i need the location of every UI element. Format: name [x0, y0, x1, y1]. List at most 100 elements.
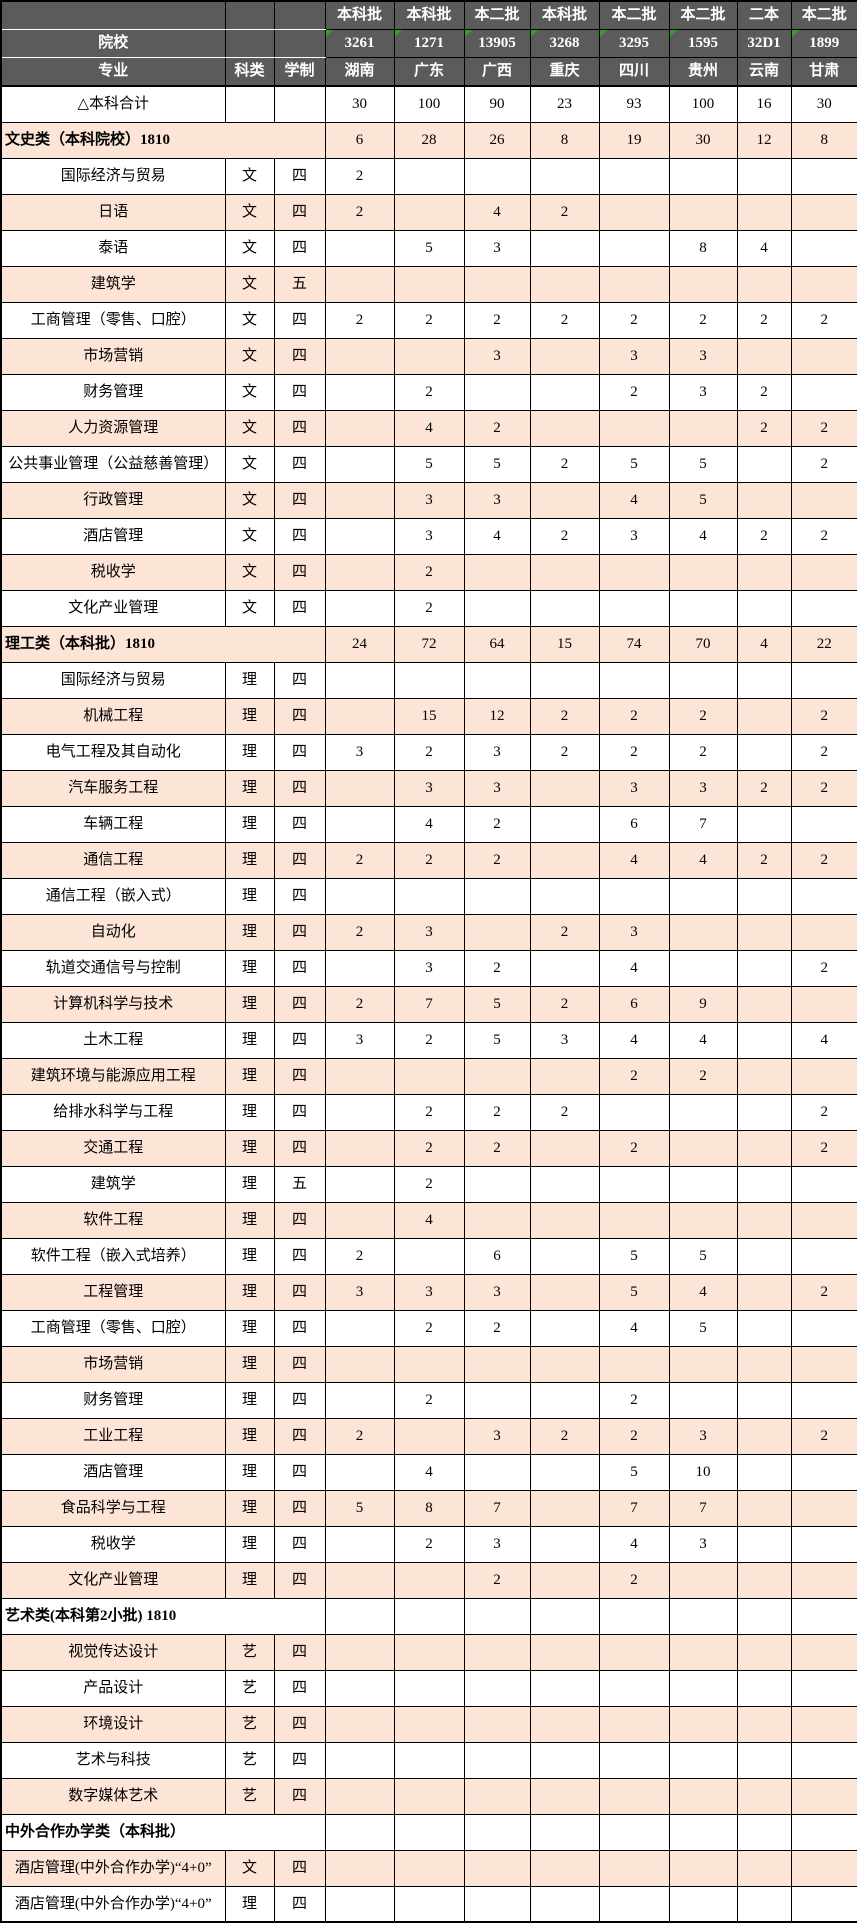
major-cell[interactable]: 车辆工程: [0, 805, 226, 843]
value-cell[interactable]: [529, 1381, 600, 1419]
major-cell[interactable]: 计算机科学与技术: [0, 985, 226, 1023]
major-cell[interactable]: 市场营销: [0, 1345, 226, 1383]
category-cell[interactable]: 理: [224, 1885, 275, 1923]
value-cell[interactable]: [790, 589, 857, 627]
value-cell[interactable]: [668, 877, 738, 915]
duration-cell[interactable]: 四: [273, 661, 326, 699]
category-cell[interactable]: 理: [224, 697, 275, 735]
value-cell[interactable]: [324, 553, 395, 591]
value-cell[interactable]: 3: [393, 481, 465, 519]
value-cell[interactable]: [668, 1093, 738, 1131]
value-cell[interactable]: 3: [393, 913, 465, 951]
value-cell[interactable]: 3: [324, 1273, 395, 1311]
duration-cell[interactable]: 四: [273, 985, 326, 1023]
value-cell[interactable]: 30: [790, 85, 857, 123]
value-cell[interactable]: 3: [463, 769, 531, 807]
major-cell[interactable]: 机械工程: [0, 697, 226, 735]
column-batch-header[interactable]: 本二批: [463, 0, 531, 30]
value-cell[interactable]: [393, 1237, 465, 1275]
value-cell[interactable]: 2: [598, 373, 670, 411]
value-cell[interactable]: [736, 697, 792, 735]
value-cell[interactable]: [736, 1165, 792, 1203]
value-cell[interactable]: 2: [463, 805, 531, 843]
value-cell[interactable]: [790, 1489, 857, 1527]
value-cell[interactable]: [790, 1453, 857, 1491]
value-cell[interactable]: 2: [790, 409, 857, 447]
major-cell[interactable]: 酒店管理: [0, 517, 226, 555]
value-cell[interactable]: [598, 661, 670, 699]
major-cell[interactable]: 市场营销: [0, 337, 226, 375]
value-cell[interactable]: 10: [668, 1453, 738, 1491]
value-cell[interactable]: [668, 1849, 738, 1887]
value-cell[interactable]: 8: [668, 229, 738, 267]
value-cell[interactable]: [790, 265, 857, 303]
value-cell[interactable]: [736, 1273, 792, 1311]
value-cell[interactable]: [393, 1849, 465, 1887]
value-cell[interactable]: 7: [668, 1489, 738, 1527]
value-cell[interactable]: [736, 733, 792, 771]
value-cell[interactable]: 2: [736, 769, 792, 807]
value-cell[interactable]: [736, 1057, 792, 1095]
duration-cell[interactable]: 四: [273, 517, 326, 555]
value-cell[interactable]: 2: [463, 1129, 531, 1167]
value-cell[interactable]: [668, 193, 738, 231]
value-cell[interactable]: [529, 1561, 600, 1599]
category-cell[interactable]: 理: [224, 1201, 275, 1239]
major-cell[interactable]: 文化产业管理: [0, 1561, 226, 1599]
value-cell[interactable]: [529, 1201, 600, 1239]
value-cell[interactable]: [463, 1633, 531, 1671]
section-label[interactable]: 中外合作办学类（本科批）: [0, 1813, 326, 1851]
major-cell[interactable]: 给排水科学与工程: [0, 1093, 226, 1131]
value-cell[interactable]: [393, 877, 465, 915]
value-cell[interactable]: [324, 1453, 395, 1491]
corner-empty-cell[interactable]: [0, 0, 226, 30]
value-cell[interactable]: [736, 445, 792, 483]
category-cell[interactable]: 文: [224, 1849, 275, 1887]
major-cell[interactable]: 泰语: [0, 229, 226, 267]
major-cell[interactable]: 数字媒体艺术: [0, 1777, 226, 1815]
value-cell[interactable]: 3: [393, 1273, 465, 1311]
value-cell[interactable]: [668, 661, 738, 699]
value-cell[interactable]: 2: [736, 409, 792, 447]
value-cell[interactable]: 5: [668, 1309, 738, 1347]
value-cell[interactable]: [668, 1561, 738, 1599]
value-cell[interactable]: 2: [529, 697, 600, 735]
value-cell[interactable]: [736, 1741, 792, 1779]
value-cell[interactable]: [736, 1705, 792, 1743]
major-cell[interactable]: 环境设计: [0, 1705, 226, 1743]
value-cell[interactable]: [463, 553, 531, 591]
value-cell[interactable]: [463, 589, 531, 627]
value-cell[interactable]: 3: [393, 769, 465, 807]
value-cell[interactable]: 2: [529, 517, 600, 555]
duration-cell[interactable]: 四: [273, 193, 326, 231]
value-cell[interactable]: [736, 1669, 792, 1707]
value-cell[interactable]: 5: [463, 1021, 531, 1059]
value-cell[interactable]: 7: [463, 1489, 531, 1527]
value-cell[interactable]: 2: [529, 445, 600, 483]
value-cell[interactable]: 4: [598, 949, 670, 987]
category-cell[interactable]: 文: [224, 193, 275, 231]
value-cell[interactable]: [668, 1777, 738, 1815]
value-cell[interactable]: [324, 1669, 395, 1707]
value-cell[interactable]: [668, 1885, 738, 1923]
value-cell[interactable]: [324, 1129, 395, 1167]
value-cell[interactable]: [324, 373, 395, 411]
value-cell[interactable]: [598, 1885, 670, 1923]
category-cell[interactable]: 理: [224, 733, 275, 771]
value-cell[interactable]: 6: [324, 121, 395, 159]
value-cell[interactable]: [324, 1633, 395, 1671]
value-cell[interactable]: [393, 1669, 465, 1707]
value-cell[interactable]: [324, 409, 395, 447]
value-cell[interactable]: 3: [324, 733, 395, 771]
value-cell[interactable]: 2: [790, 949, 857, 987]
column-code-cell[interactable]: 1271: [393, 28, 465, 58]
column-batch-header[interactable]: 二本: [736, 0, 792, 30]
value-cell[interactable]: [736, 1597, 792, 1635]
value-cell[interactable]: [529, 157, 600, 195]
value-cell[interactable]: 4: [393, 1453, 465, 1491]
major-cell[interactable]: 建筑学: [0, 265, 226, 303]
value-cell[interactable]: 2: [393, 841, 465, 879]
column-province-header[interactable]: 广东: [393, 56, 465, 87]
value-cell[interactable]: [463, 1669, 531, 1707]
value-cell[interactable]: [736, 157, 792, 195]
